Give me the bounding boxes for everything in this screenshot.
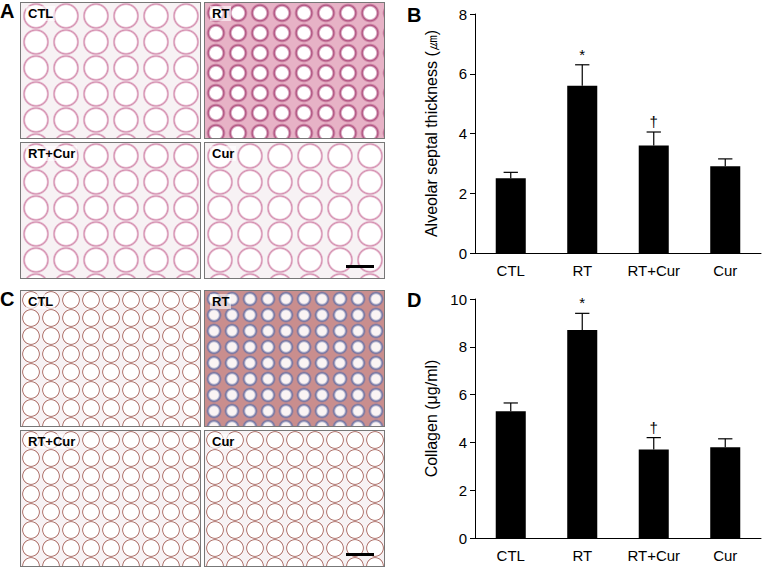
- svg-text:RT+Cur: RT+Cur: [627, 262, 680, 279]
- svg-text:D: D: [407, 289, 421, 311]
- svg-text:†: †: [650, 419, 658, 436]
- svg-text:2: 2: [459, 482, 467, 499]
- html-text:A: A: [0, 0, 15, 22]
- html-text:RT+Cur: RT+Cur: [28, 434, 76, 449]
- svg-text:†: †: [650, 113, 658, 130]
- svg-text:0: 0: [459, 245, 467, 262]
- svg-text:4: 4: [459, 125, 467, 142]
- svg-text:Cur: Cur: [713, 547, 737, 564]
- html-text:Cur: Cur: [212, 146, 235, 161]
- html-text:C: C: [0, 288, 15, 310]
- svg-text:B: B: [407, 4, 421, 26]
- svg-text:0: 0: [459, 530, 467, 547]
- svg-text:8: 8: [459, 338, 467, 355]
- svg-text:CTL: CTL: [497, 262, 525, 279]
- svg-text:6: 6: [459, 386, 467, 403]
- svg-text:4: 4: [459, 434, 467, 451]
- html-text:RT: RT: [212, 294, 230, 309]
- html-text:CTL: CTL: [28, 294, 54, 309]
- svg-text:Collagen (μg/ml): Collagen (μg/ml): [423, 360, 440, 478]
- svg-text:2: 2: [459, 185, 467, 202]
- svg-text:RT+Cur: RT+Cur: [627, 547, 680, 564]
- svg-text:RT: RT: [572, 262, 592, 279]
- svg-text:Alveolar septal thickness (㎛): Alveolar septal thickness (㎛): [423, 30, 440, 237]
- html-text:Cur: Cur: [212, 434, 235, 449]
- svg-text:10: 10: [450, 291, 467, 308]
- svg-text:*: *: [579, 46, 585, 63]
- svg-text:CTL: CTL: [497, 547, 525, 564]
- html-text:RT: RT: [212, 6, 230, 21]
- html-text:RT+Cur: RT+Cur: [28, 146, 76, 161]
- svg-text:8: 8: [459, 6, 467, 23]
- svg-text:Cur: Cur: [713, 262, 737, 279]
- svg-text:*: *: [579, 294, 585, 311]
- svg-text:6: 6: [459, 65, 467, 82]
- svg-text:RT: RT: [572, 547, 592, 564]
- html-text:CTL: CTL: [28, 6, 54, 21]
